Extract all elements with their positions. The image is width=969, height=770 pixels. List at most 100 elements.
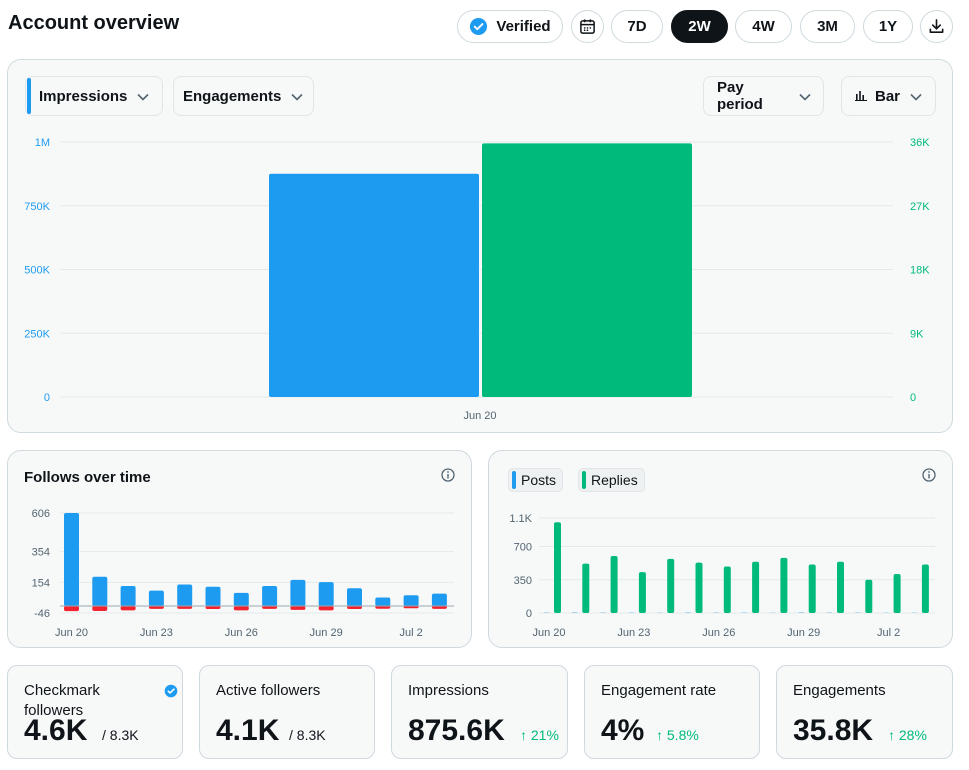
info-icon[interactable] — [922, 468, 936, 487]
x-tick-label: Jun 23 — [617, 627, 650, 639]
calendar-button[interactable] — [571, 10, 604, 43]
follows-bar — [92, 576, 108, 606]
chevron-down-icon — [799, 88, 811, 105]
y-tick-label: 354 — [32, 547, 50, 559]
stat-card-active-followers: Active followers 4.1K / 8.3K — [199, 665, 375, 759]
stat-label: Engagements — [793, 682, 886, 699]
stat-label: Engagement rate — [601, 682, 717, 699]
chart-type-select[interactable]: Bar — [841, 76, 936, 116]
unfollows-bar — [403, 605, 419, 609]
stat-card-impressions: Impressions 875.6K ↑ 21% — [391, 665, 568, 759]
legend-posts[interactable]: Posts — [508, 468, 564, 492]
unfollows-bar — [233, 605, 249, 611]
stat-value: 4.6K — [24, 714, 88, 747]
y-tick-label: 700 — [514, 542, 532, 554]
replies-bar — [667, 558, 675, 613]
stat-change-value: 5.8% — [666, 727, 699, 743]
verified-filter-button[interactable]: Verified — [457, 10, 563, 43]
x-tick-label: Jun 26 — [225, 627, 258, 639]
x-tick-label: Jun 29 — [787, 627, 820, 639]
y-right-tick-label: 0 — [910, 392, 916, 404]
stat-value: 4% — [601, 714, 645, 747]
x-tick-label: Jul 2 — [877, 627, 900, 639]
y-tick-label: 0 — [526, 608, 532, 620]
y-right-tick-label: 36K — [910, 137, 930, 149]
stat-card-checkmark-followers: Checkmark followers 4.6K / 8.3K — [7, 665, 183, 759]
x-tick-label: Jun 20 — [532, 627, 565, 639]
stat-change: ↑ 21% — [520, 727, 559, 743]
follows-bar — [290, 579, 306, 606]
unfollows-bar — [92, 605, 108, 612]
unfollows-bar — [318, 605, 334, 611]
stat-value: 875.6K — [408, 714, 505, 747]
info-icon[interactable] — [441, 468, 455, 487]
download-icon — [928, 18, 945, 35]
stat-change: ↑ 5.8% — [656, 727, 699, 743]
replies-bar — [610, 556, 618, 613]
y-tick-label: 154 — [32, 577, 50, 589]
posts-color-bar — [512, 471, 516, 489]
follows-bar — [205, 586, 221, 606]
calendar-icon — [579, 18, 596, 35]
follows-bar — [177, 584, 193, 606]
replies-bar — [723, 566, 731, 613]
x-tick-label: Jun 23 — [140, 627, 173, 639]
arrow-up-icon: ↑ — [888, 727, 895, 743]
stat-card-engagement-rate: Engagement rate 4% ↑ 5.8% — [584, 665, 760, 759]
bar-chart-icon — [855, 88, 867, 105]
range-4w-button[interactable]: 4W — [735, 10, 792, 43]
replies-bar — [808, 564, 816, 613]
legend-replies[interactable]: Replies — [578, 468, 645, 492]
chevron-down-icon — [291, 88, 303, 105]
stat-value: 35.8K — [793, 714, 874, 747]
stat-change-value: 28% — [898, 727, 927, 743]
range-1y-button[interactable]: 1Y — [863, 10, 913, 43]
follows-card: Follows over time 606 354 154 -46 Jun 20 Jun … — [7, 450, 472, 648]
stat-sub: / 8.3K — [102, 727, 139, 743]
chart-type-label: Bar — [875, 87, 901, 105]
download-button[interactable] — [920, 10, 953, 43]
arrow-up-icon: ↑ — [520, 727, 527, 743]
replies-bar — [638, 572, 646, 613]
period-select[interactable]: Pay period — [703, 76, 824, 116]
page-title: Account overview — [8, 12, 180, 34]
replies-bar — [695, 562, 703, 613]
arrow-up-icon: ↑ — [656, 727, 663, 743]
legend-replies-label: Replies — [591, 472, 638, 488]
verified-badge-icon — [469, 17, 488, 36]
unfollows-bar — [375, 605, 391, 609]
unfollows-bar — [431, 605, 447, 609]
range-3m-button[interactable]: 3M — [800, 10, 855, 43]
overview-bar-chart: 1M 36K 750K 27K 500K 18K 250K 9K 0 0 Jun 20 — [24, 137, 930, 422]
stat-label: Active followers — [216, 682, 321, 699]
unfollows-bar — [347, 605, 362, 610]
stat-value: 4.1K — [216, 714, 280, 747]
y-left-tick-label: 500K — [24, 265, 50, 277]
replies-bar — [554, 522, 561, 613]
replies-bar — [582, 563, 590, 613]
replies-bar — [893, 574, 901, 613]
unfollows-bar — [290, 605, 306, 610]
range-7d-button[interactable]: 7D — [611, 10, 663, 43]
legend-posts-label: Posts — [521, 472, 557, 488]
metric-right-select[interactable]: Engagements — [173, 76, 314, 116]
impressions-color-bar — [27, 78, 31, 114]
follows-bar-chart: 606 354 154 -46 Jun 20 Jun 23 Jun 26 Jun 29 Jul … — [32, 508, 454, 639]
follows-bar — [375, 597, 391, 606]
x-tick-label: Jun 20 — [463, 410, 496, 422]
metric-left-select[interactable]: Impressions — [25, 76, 163, 116]
overview-chart-card: Impressions Engagements Pay period Bar 1… — [7, 59, 953, 433]
follows-card-title: Follows over time — [24, 469, 151, 486]
posts-replies-card: Posts Replies 1.1K 700 350 0 Jun 20 Jun 23 Jun… — [488, 450, 953, 648]
stat-change: ↑ 28% — [888, 727, 927, 743]
unfollows-bar — [262, 605, 278, 609]
range-2w-button[interactable]: 2W — [671, 10, 728, 43]
verified-label: Verified — [496, 18, 551, 35]
follows-bar — [233, 592, 249, 606]
engagements-bar — [482, 143, 692, 397]
y-tick-label: 1.1K — [509, 513, 532, 525]
follows-bar — [262, 586, 278, 606]
y-left-tick-label: 1M — [35, 137, 50, 149]
stat-sub: / 8.3K — [289, 727, 326, 743]
